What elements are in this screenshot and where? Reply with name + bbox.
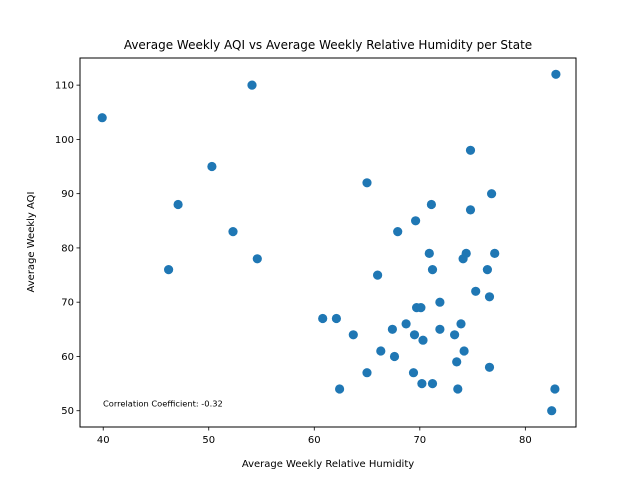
y-tick-label: 80 xyxy=(61,243,74,254)
points-layer xyxy=(97,69,561,416)
data-point-49 xyxy=(550,384,560,394)
data-point-27 xyxy=(424,248,434,258)
data-point-24 xyxy=(416,303,426,313)
data-point-3 xyxy=(173,199,183,210)
data-point-18 xyxy=(393,227,403,237)
data-point-25 xyxy=(417,379,427,389)
data-point-2 xyxy=(164,265,174,275)
plot-area-frame xyxy=(79,57,577,428)
data-point-4 xyxy=(207,161,217,172)
data-point-43 xyxy=(482,265,492,275)
data-point-26 xyxy=(418,335,428,345)
data-point-46 xyxy=(487,189,497,199)
data-point-44 xyxy=(484,292,495,302)
x-tick-label: 70 xyxy=(413,435,426,446)
y-axis-ticks: 50 60 70 80 90 100 110 xyxy=(55,81,80,417)
x-tick-label: 80 xyxy=(519,435,532,446)
data-point-38 xyxy=(459,346,469,356)
x-tick-label: 40 xyxy=(97,435,110,446)
data-point-22 xyxy=(411,216,421,226)
data-point-32 xyxy=(435,297,445,307)
data-point-29 xyxy=(427,265,438,275)
x-axis-label: Average Weekly Relative Humidity xyxy=(242,459,414,470)
data-point-34 xyxy=(452,357,462,367)
x-axis-ticks: 40 50 60 70 80 xyxy=(97,427,532,446)
data-point-28 xyxy=(426,199,436,210)
data-point-8 xyxy=(318,313,328,324)
data-point-31 xyxy=(435,324,445,334)
y-tick-label: 110 xyxy=(55,81,74,92)
y-tick-label: 100 xyxy=(55,135,74,146)
data-point-40 xyxy=(465,205,476,215)
correlation-annotation: Correlation Coefficient: -0.32 xyxy=(103,399,223,409)
data-point-11 xyxy=(348,330,358,340)
data-point-36 xyxy=(456,319,466,329)
data-point-42 xyxy=(471,286,481,296)
data-point-7 xyxy=(252,254,262,264)
y-tick-label: 60 xyxy=(61,352,74,363)
data-point-39 xyxy=(461,248,471,258)
data-point-21 xyxy=(409,330,420,340)
data-point-15 xyxy=(376,346,386,356)
y-axis-label: Average Weekly AQI xyxy=(26,191,37,292)
data-point-19 xyxy=(401,319,411,329)
x-tick-label: 50 xyxy=(202,435,215,446)
data-point-35 xyxy=(453,384,463,394)
y-tick-label: 70 xyxy=(61,298,74,309)
data-point-17 xyxy=(389,351,400,362)
data-point-48 xyxy=(547,406,557,416)
data-point-14 xyxy=(373,270,383,280)
data-point-10 xyxy=(335,384,345,394)
y-tick-label: 90 xyxy=(61,189,74,200)
data-point-50 xyxy=(551,69,561,79)
data-point-20 xyxy=(408,368,419,378)
x-tick-label: 60 xyxy=(308,435,321,446)
data-point-5 xyxy=(228,227,238,237)
data-point-6 xyxy=(247,80,257,90)
y-tick-label: 50 xyxy=(61,406,74,417)
data-point-30 xyxy=(427,379,438,389)
data-point-1 xyxy=(97,113,107,123)
data-point-33 xyxy=(450,330,460,340)
data-point-13 xyxy=(362,368,372,378)
data-point-47 xyxy=(490,248,500,258)
data-point-12 xyxy=(362,178,372,188)
chart-title: Average Weekly AQI vs Average Weekly Rel… xyxy=(124,38,532,52)
data-point-41 xyxy=(465,145,476,155)
data-point-9 xyxy=(331,313,341,324)
data-point-16 xyxy=(387,324,397,334)
data-point-45 xyxy=(484,362,495,372)
